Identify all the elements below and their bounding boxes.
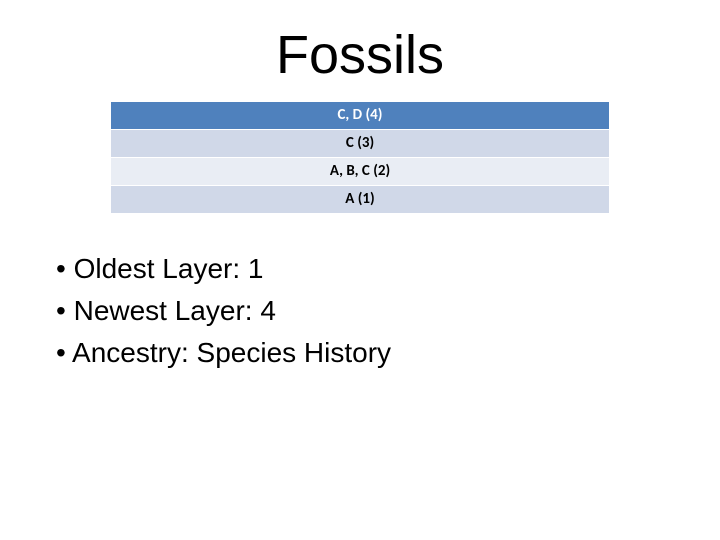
bullet-item: Newest Layer: 4 [56,290,672,332]
bullet-list: Oldest Layer: 1 Newest Layer: 4 Ancestry… [48,248,672,374]
page-title: Fossils [48,24,672,86]
bullet-item: Oldest Layer: 1 [56,248,672,290]
strata-row: A (1) [111,186,609,214]
strata-row: C (3) [111,130,609,158]
strata-row: C, D (4) [111,102,609,130]
strata-row: A, B, C (2) [111,158,609,186]
strata-table: C, D (4) C (3) A, B, C (2) A (1) [111,102,609,214]
slide: Fossils C, D (4) C (3) A, B, C (2) A (1)… [0,0,720,540]
bullet-item: Ancestry: Species History [56,332,672,374]
